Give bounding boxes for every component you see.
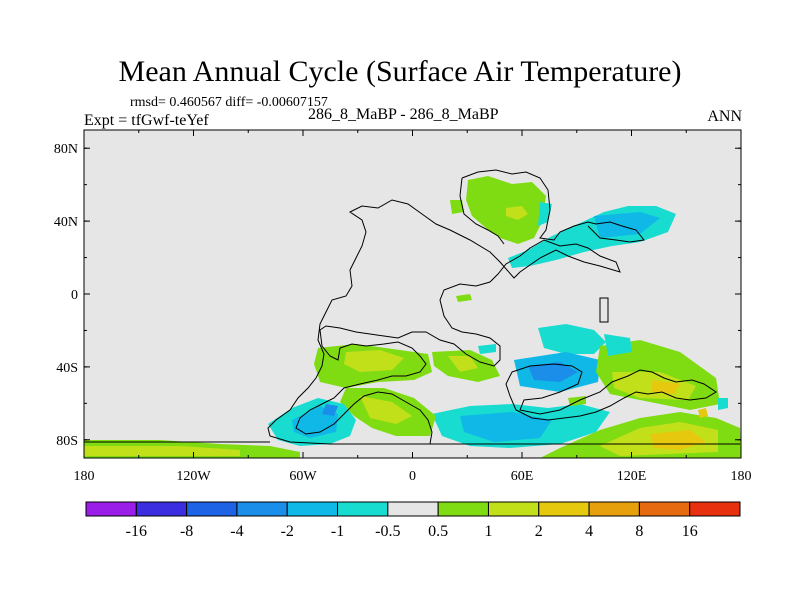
colorbar-label: 1 [484,523,492,540]
colorbar-swatch [487,501,540,517]
patch-siberia-core [506,206,528,220]
colorbar-label: -0.5 [375,523,400,540]
patch-dot-cyan [718,398,728,410]
outline-antarctica-edge [84,441,740,445]
patch-south-pacific-deep [528,362,578,382]
patch-small-west [450,200,464,214]
colorbar-label: -4 [230,523,243,540]
lat-axis: 80N 40N 0 40S 80S [54,142,741,449]
colorbar-swatch [689,501,741,517]
colorbar-label: -8 [180,523,193,540]
lon-tick-label: 120E [617,469,647,484]
continent-outlines [84,169,740,445]
colorbar-label: 4 [585,523,593,540]
patch-north-pacific-core [594,212,660,238]
lat-tick-label: 80N [54,142,78,157]
lat-tick-label: 0 [71,288,78,303]
lat-tick-label: 40S [56,361,78,376]
colorbar-label: -1 [331,523,344,540]
patch-south-atlantic-yellow [344,350,404,372]
lon-axis: 180 120W 60W 0 60E 120E 180 [74,130,752,484]
colorbar-swatch [236,501,288,517]
colorbar-swatch [588,501,640,517]
colorbar-swatch [538,501,590,517]
season-label: ANN [707,108,742,125]
experiment-label: Expt = tfGwf-teYef [84,112,209,129]
patch-patagonia-small [322,404,338,416]
colorbar: -16 -8 -4 -2 -1 -0.5 0.5 1 2 4 8 16 [85,501,741,540]
patch-southern-ocean-blue [460,412,552,442]
colorbar-swatch [286,501,339,517]
colorbar-label: 8 [635,523,643,540]
patch-antarctic-left-yellow [84,446,240,456]
colorbar-label: 0.5 [428,523,448,540]
patch-south-pacific-orange [652,380,680,394]
lon-tick-label: 60W [289,469,317,484]
patch-dot-south [698,408,708,418]
outline-australia [505,363,717,421]
lat-tick-label: 80S [56,434,78,449]
patch-south-pacific [538,324,606,354]
colorbar-swatch [186,501,238,517]
plot-title: Mean Annual Cycle (Surface Air Temperatu… [118,55,682,88]
lon-tick-label: 180 [74,469,95,484]
patch-antarctic-orange [650,430,706,450]
colorbar-label: 16 [682,523,698,540]
stats-line: rmsd= 0.460567 diff= -0.00607157 [130,95,328,110]
lat-tick-label: 40N [54,215,78,230]
patch-dot-pacific [456,294,472,302]
lon-tick-label: 180 [731,469,752,484]
patch-south-american-yellow [360,396,412,424]
outline-island [599,297,609,323]
patch-siberia-cyan [538,202,552,226]
patch-africa-south-yellow [448,356,478,372]
colorbar-swatch [337,501,389,517]
case-label: 286_8_MaBP - 286_8_MaBP [308,106,499,123]
colorbar-swatch [85,501,137,517]
patch-sw-cyan [604,334,632,356]
colorbar-swatch [135,501,188,517]
colorbar-label: -2 [281,523,294,540]
colorbar-swatch [437,501,489,517]
patch-dot-atlantic [478,344,496,354]
outline-asia [459,169,645,245]
colorbar-label: 2 [535,523,543,540]
lon-tick-label: 120W [176,469,211,484]
colorbar-label: -16 [126,523,147,540]
colorbar-swatch [638,501,691,517]
lon-tick-label: 0 [409,469,416,484]
lon-tick-label: 60E [511,469,534,484]
outline-laurasia [267,199,621,445]
colorbar-swatch [387,501,439,517]
